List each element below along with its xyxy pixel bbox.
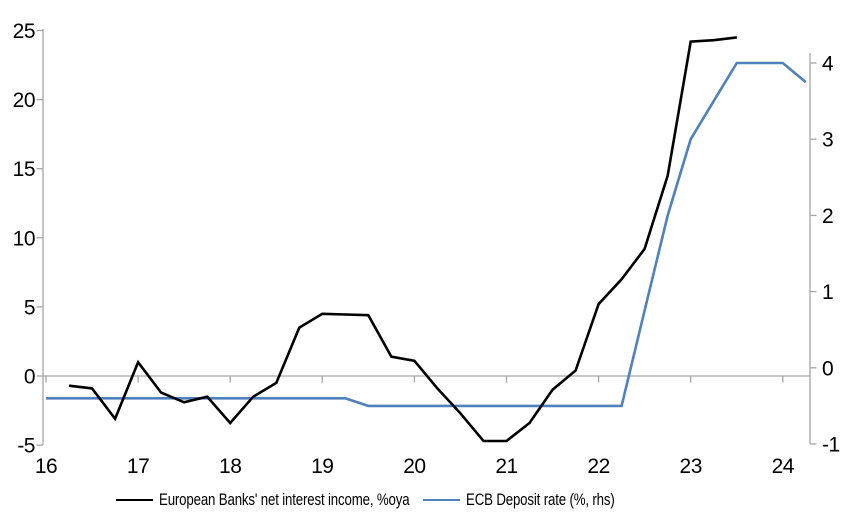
x-tick-label: 24 (772, 455, 795, 478)
y-left-tick-label: 20 (13, 89, 35, 112)
x-tick-label: 23 (680, 455, 702, 478)
series-ecb-deposit-rate-line (46, 61, 807, 408)
x-tick-label: 21 (495, 455, 517, 478)
nii-line-swatch (116, 498, 153, 502)
y-left-tick-label: 25 (13, 20, 35, 43)
y-left-tick-label: 10 (13, 227, 35, 250)
ecb-line-swatch (423, 498, 460, 502)
y-left-tick-label: -5 (17, 435, 35, 458)
y-left-tick-label: 5 (24, 296, 35, 319)
y-right-tick-label: -1 (822, 434, 840, 457)
x-tick-label: 18 (219, 455, 241, 478)
legend-item-nii: European Banks' net interest income, %oy… (116, 490, 480, 509)
legend-label-nii: European Banks' net interest income, %oy… (159, 490, 410, 509)
axes (42, 29, 811, 445)
x-tick-label: 22 (587, 455, 609, 478)
y-right-tick-label: 1 (822, 281, 833, 304)
x-tick-label: 19 (311, 455, 333, 478)
x-tick-label: 17 (127, 455, 149, 478)
legend-label-ecb: ECB Deposit rate (%, rhs) (466, 490, 615, 509)
x-tick-label: 20 (403, 455, 425, 478)
y-left-tick-label: 0 (24, 366, 35, 389)
axis-ticks (36, 29, 817, 446)
y-right-tick-label: 2 (822, 205, 833, 228)
y-right-tick-label: 0 (822, 357, 833, 380)
legend-item-ecb: ECB Deposit rate (%, rhs) (423, 490, 657, 509)
series-net-interest-income-line (68, 36, 737, 443)
x-tick-label: 16 (35, 455, 57, 478)
plotted-series (46, 36, 807, 443)
y-right-tick-label: 3 (822, 129, 833, 152)
y-right-tick-label: 4 (822, 53, 834, 76)
y-left-tick-label: 15 (13, 158, 35, 181)
